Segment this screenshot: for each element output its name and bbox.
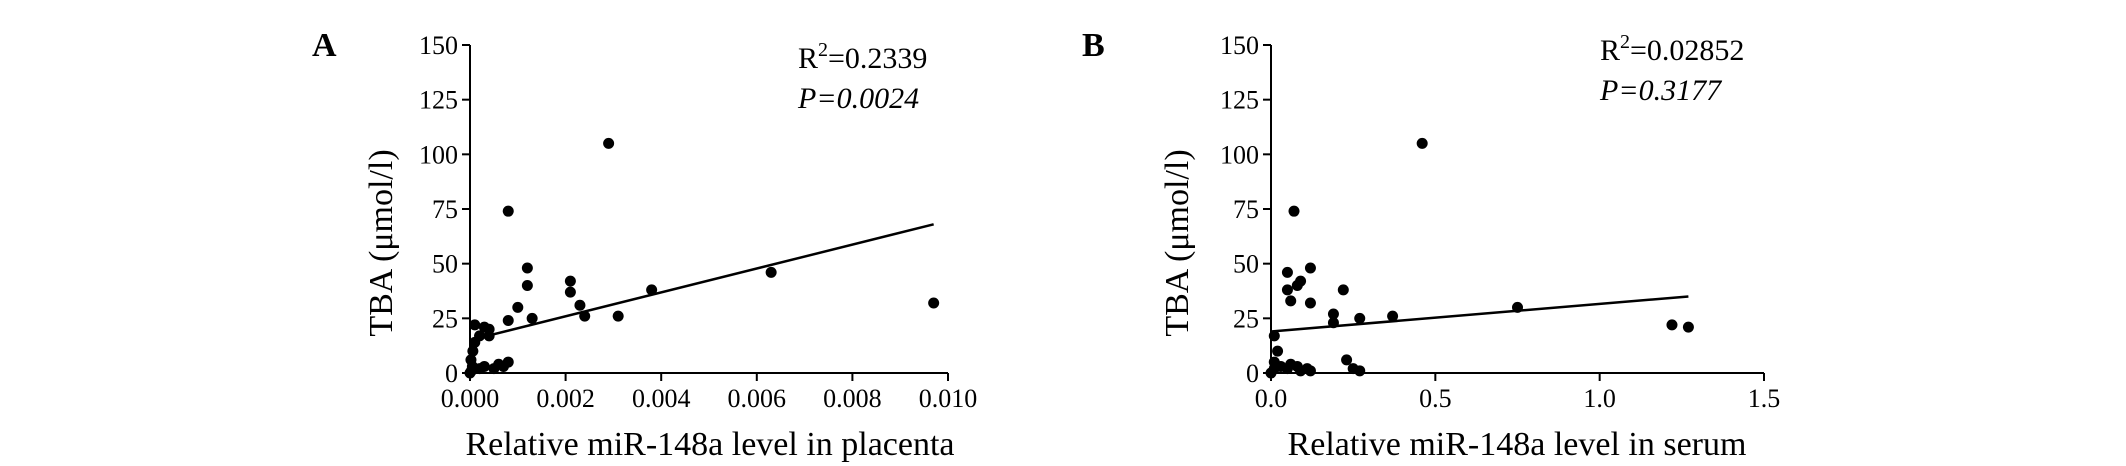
data-point-a (579, 310, 591, 322)
data-point-b (1387, 310, 1399, 322)
r-squared-sup-b: 2 (1620, 31, 1630, 53)
data-point-b (1304, 262, 1316, 274)
data-point-a (512, 301, 524, 313)
y-tick-label-a: 150 (419, 31, 458, 60)
r-squared-sup-a: 2 (818, 39, 828, 61)
y-tick-label-b: 125 (1220, 86, 1259, 115)
data-point-b (1682, 321, 1694, 333)
data-point-a (465, 354, 477, 366)
data-point-a (612, 310, 624, 322)
data-point-b (1512, 301, 1523, 313)
data-point-b (1285, 295, 1297, 307)
x-tick-label-a: 0.000 (441, 384, 500, 413)
r-squared-value-a: =0.2339 (828, 42, 927, 75)
x-tick-label-b: 1.5 (1748, 384, 1781, 413)
data-point-a (478, 360, 490, 372)
data-point-a (502, 356, 514, 368)
x-tick-label-a: 0.002 (536, 384, 595, 413)
r-squared-b: R2=0.02852 (1600, 31, 1744, 67)
data-point-a (469, 319, 481, 331)
y-tick-label-a: 125 (419, 86, 458, 115)
y-axis-label-a: TBA (μmol/l) (363, 149, 400, 336)
panel-b: B 0 25 50 75 100 125 150 0.0 0.5 1.0 1.5 TBA (μmo… (1082, 27, 1780, 463)
x-tick-label-a: 0.010 (919, 384, 978, 413)
data-point-b (1281, 284, 1293, 296)
data-point-b (1304, 365, 1316, 377)
y-tick-label-b: 150 (1220, 31, 1259, 60)
regression-line-a (469, 223, 934, 342)
r-squared-prefix-b: R (1600, 34, 1620, 67)
y-axis-a: 0 25 50 75 100 125 150 (419, 31, 471, 388)
data-point-a (467, 345, 479, 357)
x-tick-label-a: 0.008 (823, 384, 882, 413)
x-axis-label-a: Relative miR-148a level in placenta (465, 426, 954, 463)
y-tick-label-a: 0 (445, 359, 458, 388)
data-point-a (603, 137, 615, 149)
data-point-a (928, 297, 940, 309)
data-point-b (1337, 284, 1349, 296)
x-tick-label-b: 1.0 (1583, 384, 1616, 413)
x-tick-label-a: 0.004 (632, 384, 691, 413)
y-tick-label-b: 25 (1233, 304, 1259, 333)
data-point-a (521, 280, 533, 292)
data-point-b (1354, 365, 1366, 377)
r-squared-a: R2=0.2339 (798, 39, 927, 75)
data-point-a (483, 323, 495, 335)
data-point-a (526, 312, 538, 324)
data-point-a (502, 205, 514, 217)
y-tick-label-a: 100 (419, 140, 458, 169)
data-point-b (1268, 330, 1280, 342)
x-tick-label-a: 0.006 (728, 384, 787, 413)
data-point-a (474, 330, 486, 342)
data-point-a (521, 262, 533, 274)
y-axis-b: 0 25 50 75 100 125 150 (1220, 31, 1272, 388)
r-squared-value-b: =0.02852 (1630, 34, 1744, 67)
x-axis-a: 0.000 0.002 0.004 0.006 0.008 0.010 (441, 372, 978, 413)
r-squared-prefix-a: R (798, 42, 818, 75)
data-point-b (1304, 297, 1316, 309)
data-point-b (1288, 205, 1300, 217)
y-tick-label-a: 25 (432, 304, 458, 333)
x-axis-b: 0.0 0.5 1.0 1.5 (1255, 372, 1781, 413)
y-tick-label-a: 50 (432, 250, 458, 279)
panel-label-a: A (312, 27, 337, 64)
data-point-b (1272, 345, 1284, 357)
y-tick-label-b: 50 (1233, 250, 1259, 279)
data-point-b (1295, 275, 1307, 287)
y-tick-label-a: 75 (432, 195, 458, 224)
x-tick-label-b: 0.0 (1255, 384, 1288, 413)
data-point-a (574, 299, 586, 311)
data-point-a (765, 266, 777, 278)
x-axis-label-b: Relative miR-148a level in serum (1288, 426, 1747, 463)
data-point-b (1416, 137, 1428, 149)
data-point-b (1327, 317, 1339, 329)
data-point-b (1354, 312, 1366, 324)
p-value-b: P=0.3177 (1599, 74, 1723, 107)
data-point-a (646, 284, 658, 296)
data-point-b (1666, 319, 1678, 331)
data-point-b (1281, 266, 1293, 278)
data-point-a (564, 275, 576, 287)
regression-line-b (1270, 295, 1689, 333)
data-point-b (1327, 308, 1339, 320)
data-point-a (502, 315, 514, 327)
y-tick-label-b: 0 (1246, 359, 1259, 388)
x-tick-label-b: 0.5 (1419, 384, 1452, 413)
y-axis-label-b: TBA (μmol/l) (1159, 149, 1196, 336)
panel-label-b: B (1082, 27, 1105, 64)
data-point-b (1341, 354, 1353, 366)
y-tick-label-b: 100 (1220, 140, 1259, 169)
p-value-a: P=0.0024 (797, 82, 919, 115)
y-tick-label-b: 75 (1233, 195, 1259, 224)
data-point-a (564, 286, 576, 298)
